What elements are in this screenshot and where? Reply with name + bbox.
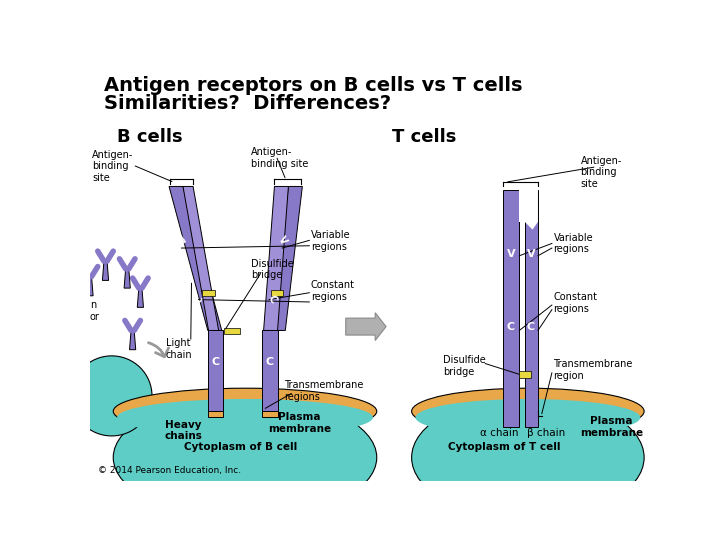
Text: C: C xyxy=(266,357,274,367)
Text: V: V xyxy=(276,234,289,246)
Bar xyxy=(208,330,223,415)
Text: Antigen-
binding
site: Antigen- binding site xyxy=(580,156,622,189)
Text: Antigen-
binding site: Antigen- binding site xyxy=(251,147,309,169)
Text: Antigen-
binding
site: Antigen- binding site xyxy=(92,150,134,183)
Text: Light
chain: Light chain xyxy=(166,338,192,360)
Text: Plasma
membrane: Plasma membrane xyxy=(580,416,643,437)
Text: V: V xyxy=(178,234,190,246)
Polygon shape xyxy=(264,186,289,330)
Ellipse shape xyxy=(113,388,377,434)
Text: α chain: α chain xyxy=(480,428,518,438)
Text: Cytoplasm of T cell: Cytoplasm of T cell xyxy=(449,442,561,453)
Text: Constant
regions: Constant regions xyxy=(554,292,598,314)
Text: T cells: T cells xyxy=(392,128,456,146)
Text: Transmembrane
regions: Transmembrane regions xyxy=(284,381,363,402)
Text: Disulfide
bridge: Disulfide bridge xyxy=(251,259,294,280)
Polygon shape xyxy=(130,330,136,350)
Text: n
or: n or xyxy=(90,300,100,322)
Text: Plasma
membrane: Plasma membrane xyxy=(268,412,330,434)
Text: Similarities?  Differences?: Similarities? Differences? xyxy=(104,94,391,113)
Text: Disulfide
bridge: Disulfide bridge xyxy=(443,355,485,377)
Text: Constant
regions: Constant regions xyxy=(311,280,355,302)
Text: Variable
regions: Variable regions xyxy=(311,231,351,252)
Text: β chain: β chain xyxy=(526,428,564,438)
Polygon shape xyxy=(138,288,143,307)
Text: B cells: B cells xyxy=(117,128,183,146)
Bar xyxy=(262,410,277,417)
Ellipse shape xyxy=(117,399,373,436)
Bar xyxy=(503,190,519,427)
Text: C: C xyxy=(507,322,515,333)
Text: Transmembrane
region: Transmembrane region xyxy=(554,359,633,381)
Ellipse shape xyxy=(412,388,644,434)
Bar xyxy=(519,372,531,378)
Bar xyxy=(262,330,277,415)
Polygon shape xyxy=(525,190,538,230)
Ellipse shape xyxy=(415,399,640,436)
Polygon shape xyxy=(87,276,93,296)
Ellipse shape xyxy=(412,396,644,519)
Text: V: V xyxy=(526,249,535,259)
Text: C: C xyxy=(212,357,220,367)
Bar xyxy=(525,190,538,427)
Text: © 2014 Pearson Education, Inc.: © 2014 Pearson Education, Inc. xyxy=(98,466,241,475)
Text: C: C xyxy=(266,294,279,306)
Bar xyxy=(271,289,283,296)
Polygon shape xyxy=(102,261,109,280)
FancyArrow shape xyxy=(346,313,386,340)
Polygon shape xyxy=(271,186,302,330)
Bar xyxy=(519,190,525,222)
Polygon shape xyxy=(124,269,130,288)
Text: Cytoplasm of B cell: Cytoplasm of B cell xyxy=(184,442,298,453)
Text: C: C xyxy=(193,294,205,306)
Bar xyxy=(224,328,240,334)
Text: Heavy
chains: Heavy chains xyxy=(164,420,202,441)
FancyArrowPatch shape xyxy=(148,343,168,357)
Text: C: C xyxy=(527,322,535,333)
Ellipse shape xyxy=(113,396,377,519)
Polygon shape xyxy=(169,186,222,330)
Text: Variable
regions: Variable regions xyxy=(554,233,593,254)
Bar xyxy=(202,289,215,296)
Text: Antigen receptors on B cells vs T cells: Antigen receptors on B cells vs T cells xyxy=(104,76,523,94)
Polygon shape xyxy=(183,186,219,330)
Bar xyxy=(208,410,223,417)
Text: V: V xyxy=(506,249,515,259)
Circle shape xyxy=(71,356,152,436)
